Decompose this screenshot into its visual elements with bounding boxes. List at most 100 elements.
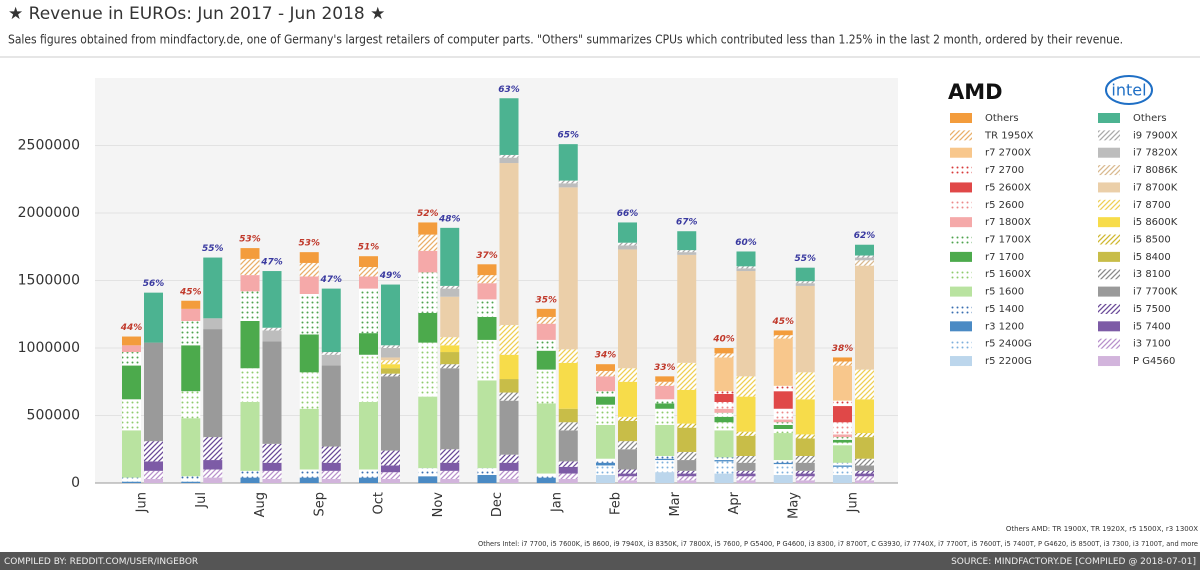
bar-segment xyxy=(773,408,793,420)
legend-swatch xyxy=(950,147,972,158)
bar-segment xyxy=(677,250,697,253)
bar-segment xyxy=(736,473,756,477)
bar-segment xyxy=(736,480,756,483)
legend-label: i9 7900X xyxy=(1133,130,1178,141)
x-tick-label: Aug xyxy=(253,492,268,517)
bar-segment xyxy=(714,457,734,461)
bar-segment xyxy=(240,368,260,402)
bar-segment xyxy=(618,449,637,470)
bar-segment xyxy=(440,352,460,365)
bar-segment xyxy=(736,251,756,267)
bar-segment xyxy=(714,348,734,354)
bar-segment xyxy=(359,276,378,289)
share-label: 45% xyxy=(179,287,202,297)
bar-segment xyxy=(618,368,637,382)
bar-segment xyxy=(618,245,637,250)
y-tick-label: 2500000 xyxy=(18,138,80,154)
legend-swatch xyxy=(1098,356,1120,367)
bar-segment xyxy=(122,336,141,346)
bar-segment xyxy=(418,476,438,483)
legend-label: i7 8086K xyxy=(1133,165,1178,176)
bar-segment xyxy=(855,465,874,471)
share-label: 40% xyxy=(712,335,735,345)
bar-segment xyxy=(418,272,438,313)
note: Others AMD: TR 1900X, TR 1920X, r5 1500X… xyxy=(1006,525,1198,533)
bar-segment xyxy=(795,480,815,483)
bar-segment xyxy=(558,408,578,423)
bar-segment xyxy=(833,361,852,366)
bar-segment xyxy=(181,300,201,309)
bar-segment xyxy=(795,281,815,284)
share-label: 37% xyxy=(476,251,498,261)
chart-subtitle: Sales figures obtained from mindfactory.… xyxy=(8,32,1123,47)
bar-segment xyxy=(299,469,319,478)
bar-segment xyxy=(773,385,793,392)
bar-segment xyxy=(122,430,141,478)
bar-segment xyxy=(262,271,282,328)
bar-segment xyxy=(381,465,400,473)
legend-swatch xyxy=(1098,147,1120,158)
bar-segment xyxy=(833,365,852,401)
bar-segment xyxy=(499,400,519,455)
bar-segment xyxy=(299,294,319,335)
bar-segment xyxy=(773,419,793,423)
bar-segment xyxy=(855,369,874,400)
bar-segment xyxy=(477,264,497,276)
x-tick-label: Sep xyxy=(312,492,327,517)
bar-segment xyxy=(181,391,201,419)
legend-swatch xyxy=(950,356,972,367)
bar-segment xyxy=(833,422,852,435)
bar-segment xyxy=(477,468,497,475)
bar-segment xyxy=(359,402,378,470)
legend-swatch xyxy=(1098,113,1120,123)
x-tick-label: Nov xyxy=(431,492,446,518)
bar-segment xyxy=(203,469,223,478)
bar-segment xyxy=(262,443,282,463)
bar-segment xyxy=(618,381,637,417)
bar-segment xyxy=(558,144,578,181)
bar-segment xyxy=(181,476,201,482)
bar-segment xyxy=(144,292,163,343)
bar-segment xyxy=(536,369,556,404)
legend-swatch xyxy=(950,234,972,245)
bar-segment xyxy=(773,422,793,425)
bar-segment xyxy=(714,408,734,413)
legend-label: r7 1700 xyxy=(985,252,1024,263)
bar-segment xyxy=(855,480,874,483)
legend-swatch xyxy=(1098,338,1120,349)
legend-label: P G4560 xyxy=(1133,356,1175,367)
bar-segment xyxy=(499,478,519,483)
share-label: 53% xyxy=(298,239,320,249)
bar-segment xyxy=(736,266,756,269)
bar-segment xyxy=(359,354,378,402)
bar-segment xyxy=(558,180,578,184)
bar-segment xyxy=(240,321,260,369)
bar-segment xyxy=(773,474,793,483)
bar-segment xyxy=(714,430,734,458)
bar-segment xyxy=(855,260,874,266)
bar-segment xyxy=(736,431,756,436)
bar-segment xyxy=(655,385,675,400)
bar-segment xyxy=(714,461,734,474)
bar-segment xyxy=(299,372,319,409)
bar-segment xyxy=(440,288,460,297)
bar-segment xyxy=(596,462,615,466)
bar-segment xyxy=(262,327,282,331)
bar-segment xyxy=(618,476,637,481)
x-tick-label: Mar xyxy=(668,491,683,516)
x-tick-label: May xyxy=(786,492,801,519)
bar-segment xyxy=(558,349,578,363)
bar-segment xyxy=(240,248,260,259)
bar-segment xyxy=(795,462,815,471)
bar-segment xyxy=(359,288,378,334)
share-label: 63% xyxy=(498,85,520,95)
bar-segment xyxy=(558,478,578,483)
bar-segment xyxy=(855,265,874,370)
legend-label: r5 1400 xyxy=(985,304,1024,315)
bar-segment xyxy=(321,365,341,447)
bar-segment xyxy=(381,472,400,479)
bar-segment xyxy=(499,154,519,158)
legend-label: r3 1200 xyxy=(985,321,1024,332)
bar-segment xyxy=(677,476,697,481)
bar-segment xyxy=(181,481,201,483)
